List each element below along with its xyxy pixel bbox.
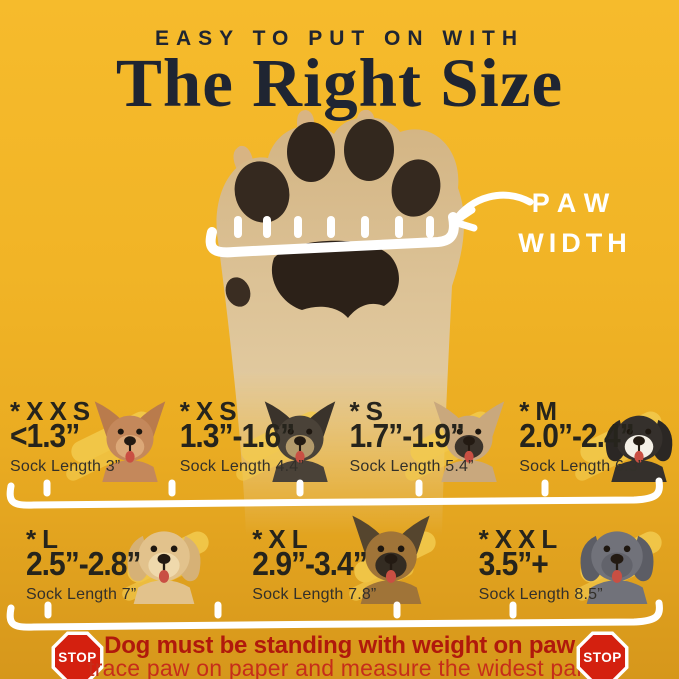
size-card: *M 2.0”-2.4” Sock Length 6.3” <box>509 392 679 488</box>
dog-photo-golden-retriever <box>118 506 210 610</box>
dog-photo-french-bulldog <box>427 394 511 486</box>
paw-width-range: 2.5”-2.8” <box>26 546 141 584</box>
stop-sign-icon: STOP <box>51 631 104 679</box>
paw-width-range: <1.3” <box>10 418 80 456</box>
size-row-large-sizes: *L 2.5”-2.8” Sock Length 7” <box>0 512 679 616</box>
row-divider <box>6 599 663 631</box>
sock-length-label: Sock Length 7.8” <box>252 585 377 603</box>
size-card: *XS 1.3”-1.6” Sock Length 4.4” <box>170 392 340 488</box>
stop-sign-icon: STOP <box>576 631 629 679</box>
paw-width-range: 2.0”-2.4” <box>519 418 634 456</box>
sock-length-label: Sock Length 7” <box>26 585 137 603</box>
curved-arrow-icon <box>450 191 534 232</box>
size-text-block: *XS 1.3”-1.6” Sock Length 4.4” <box>180 398 304 476</box>
warning-line-instruction: trace paw on paper and measure the wides… <box>88 655 591 679</box>
paw-width-range: 1.3”-1.6” <box>179 418 295 456</box>
paw-width-range: 3.5”+ <box>478 546 549 584</box>
stop-sign-label: STOP <box>583 650 622 665</box>
paw-width-range: 1.7”-1.9” <box>349 418 465 456</box>
size-card: *S 1.7”-1.9” Sock Length 5.4” <box>340 392 510 488</box>
size-label: *L <box>26 524 64 554</box>
sock-length-label: Sock Length 5.4” <box>349 457 474 475</box>
sock-length-label: Sock Length 3” <box>10 457 121 475</box>
page-title: The Right Size <box>115 45 564 121</box>
dog-photo-chihuahua <box>88 394 172 486</box>
paw-width-line2: WIDTH <box>518 228 632 258</box>
paw-width-label: PAW WIDTH <box>500 183 650 263</box>
size-card: *XXL 3.5”+ Sock Length 8.5” <box>453 512 679 616</box>
sock-length-label: Sock Length 6.3” <box>519 457 644 475</box>
size-label: *M <box>519 396 564 426</box>
sock-length-label: Sock Length 8.5” <box>478 585 603 603</box>
paw-width-ruler <box>205 212 459 258</box>
size-label: *S <box>349 396 389 426</box>
subtitle: EASY TO PUT ON WITH <box>154 27 525 50</box>
size-text-block: *S 1.7”-1.9” Sock Length 5.4” <box>350 398 474 476</box>
size-label: *XXL <box>478 524 564 554</box>
size-text-block: *XL 2.9”-3.4” Sock Length 7.8” <box>252 526 376 604</box>
size-card: *XXS <1.3” Sock Length 3” <box>0 392 170 488</box>
size-card: *XL 2.9”-3.4” Sock Length 7.8” <box>226 512 452 616</box>
warning-line-bold: Dog must be standing with weight on paw <box>104 632 575 659</box>
sock-length-label: Sock Length 4.4” <box>179 457 304 475</box>
size-text-block: *XXL 3.5”+ Sock Length 8.5” <box>479 526 603 604</box>
size-label: *XL <box>252 524 314 554</box>
paw-width-line1: PAW <box>531 188 619 218</box>
size-text-block: *L 2.5”-2.8” Sock Length 7” <box>26 524 141 604</box>
stop-sign-label: STOP <box>58 650 97 665</box>
dog-photo-yorkshire-terrier-puppy <box>258 394 342 486</box>
dog-photo-great-dane <box>571 506 663 610</box>
size-text-block: *XXS <1.3” Sock Length 3” <box>10 398 120 476</box>
row-divider <box>6 477 663 509</box>
size-card: *L 2.5”-2.8” Sock Length 7” <box>0 512 226 616</box>
paw-width-range: 2.9”-3.4” <box>252 546 367 584</box>
size-label: *XXS <box>10 396 97 426</box>
dog-photo-australian-shepherd <box>597 394 679 486</box>
dog-photo-german-shepherd <box>345 506 437 610</box>
size-label: *XS <box>179 396 243 426</box>
size-text-block: *M 2.0”-2.4” Sock Length 6.3” <box>519 398 643 476</box>
size-row-small-sizes: *XXS <1.3” Sock Length 3” <box>0 392 679 488</box>
